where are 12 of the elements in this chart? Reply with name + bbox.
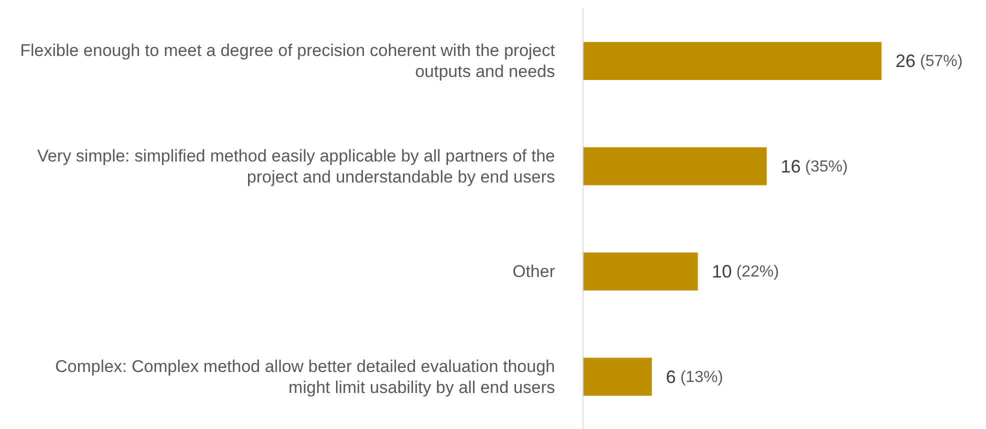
y-tick-label: Flexible enough to meet a degree of precision coherent with the project outputs and needs: [20, 40, 556, 81]
data-label: 26 (57%): [896, 51, 963, 71]
bar: [583, 147, 767, 186]
bar: [583, 42, 882, 80]
y-tick-label: Very simple: simplified method easily applicable by all partners of the project and understandable by end users: [37, 146, 555, 186]
bar: [583, 358, 652, 396]
data-label: 6 (13%): [666, 366, 724, 387]
data-label: 10 (22%): [712, 262, 779, 282]
data-label: 16 (35%): [780, 156, 848, 176]
bar: [583, 252, 698, 290]
y-tick-label: Other: [512, 262, 556, 281]
y-tick-label: Complex: Complex method allow better detailed evaluation though might limit usability by all end users: [55, 356, 555, 396]
